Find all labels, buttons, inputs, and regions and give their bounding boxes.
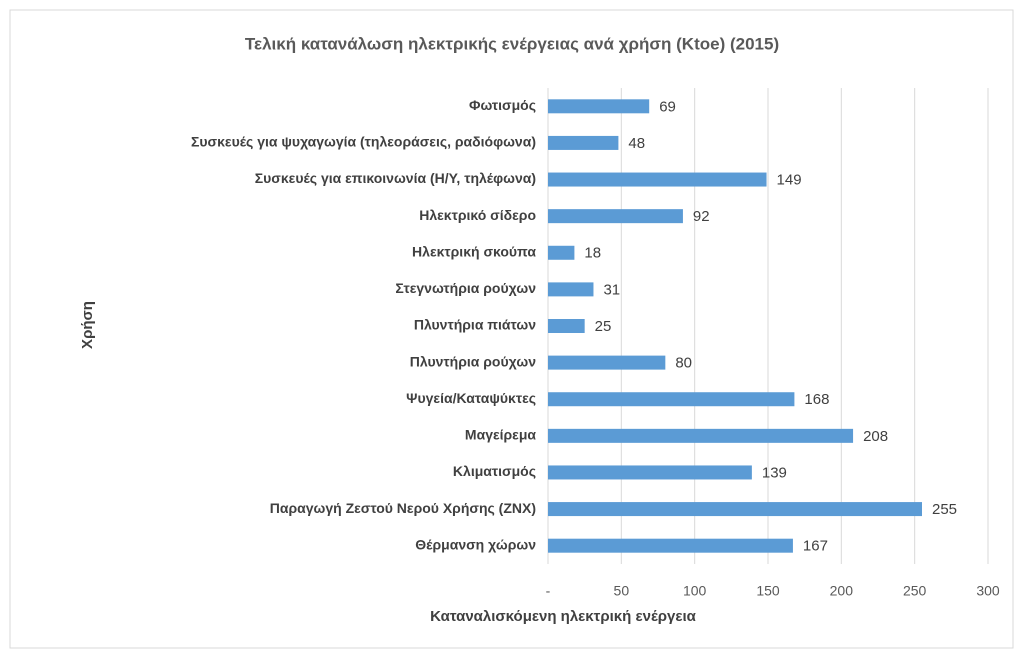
bar (548, 135, 619, 150)
y-tick-label: Συσκευές για ψυχαγωγία (τηλεοράσεις, ραδ… (191, 134, 536, 150)
chart-frame (9, 9, 1014, 649)
bar (548, 502, 922, 517)
data-label: 208 (863, 428, 888, 445)
bar (548, 465, 752, 480)
bar (548, 245, 575, 260)
bar (548, 538, 793, 553)
x-tick-label: 300 (976, 583, 1000, 599)
bar (548, 428, 854, 443)
y-tick-label: Συσκευές για επικοινωνία (Η/Υ, τηλέφωνα) (255, 170, 536, 186)
x-tick-label: 50 (614, 583, 630, 599)
bar (548, 319, 585, 333)
bar (548, 209, 683, 224)
data-label: 18 (584, 245, 601, 262)
bar (548, 282, 594, 297)
data-label: 149 (777, 172, 802, 189)
x-tick-label: - (546, 583, 551, 599)
bar (548, 99, 650, 114)
bar (548, 355, 666, 370)
data-label: 167 (803, 538, 828, 555)
data-label: 255 (932, 501, 957, 518)
x-tick-label: 250 (903, 583, 927, 599)
data-label: 80 (675, 355, 692, 372)
data-label: 168 (804, 391, 829, 408)
y-tick-label: Μαγείρεμα (465, 427, 536, 443)
data-label: 48 (628, 135, 645, 152)
x-axis-label: Καταναλισκόμενη ηλεκτρική ενέργεια (430, 608, 697, 625)
y-tick-label: Ψυγεία/Καταψύκτες (406, 390, 536, 406)
chart-title: Τελική κατανάλωση ηλεκτρικής ενέργειας α… (245, 34, 779, 53)
y-tick-label: Φωτισμός (469, 97, 536, 113)
y-tick-label: Παραγωγή Ζεστού Νερού Χρήσης (ΖΝΧ) (270, 500, 536, 516)
bar (548, 392, 795, 407)
y-tick-label: Πλυντήρια ρούχων (410, 353, 536, 369)
data-label: 31 (603, 281, 620, 298)
y-axis-label: Χρήση (79, 301, 96, 349)
data-label: 69 (659, 98, 676, 115)
data-label: 139 (762, 464, 787, 481)
y-tick-label: Στεγνωτήρια ρούχων (395, 280, 536, 296)
y-tick-label: Πλυντήρια πιάτων (414, 317, 536, 333)
bar (548, 172, 767, 187)
x-tick-label: 100 (683, 583, 707, 599)
data-label: 25 (595, 318, 612, 335)
y-tick-label: Θέρμανση χώρων (415, 536, 536, 552)
x-tick-label: 200 (830, 583, 854, 599)
x-tick-label: 150 (756, 583, 780, 599)
y-tick-label: Κλιματισμός (453, 463, 536, 479)
y-tick-label: Ηλεκτρικό σίδερο (419, 207, 536, 223)
data-label: 92 (693, 208, 710, 225)
y-tick-label: Ηλεκτρική σκούπα (412, 243, 536, 259)
